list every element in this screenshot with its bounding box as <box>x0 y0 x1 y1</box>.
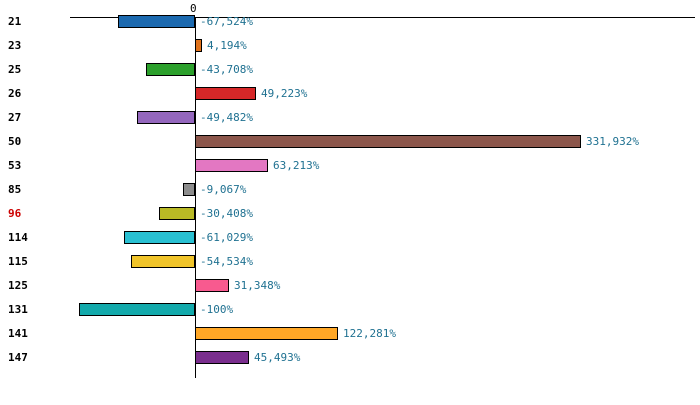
category-label: 125 <box>8 279 28 292</box>
value-label: -30,408% <box>200 207 253 220</box>
value-label: 331,932% <box>586 135 639 148</box>
category-label: 25 <box>8 63 22 76</box>
category-label: 50 <box>8 135 22 148</box>
category-label: 27 <box>8 111 22 124</box>
value-label: 49,223% <box>261 87 308 100</box>
category-label: 115 <box>8 255 28 268</box>
value-label: 31,348% <box>234 279 281 292</box>
bar-131 <box>79 303 195 316</box>
bar-125 <box>195 279 229 292</box>
value-label: -61,029% <box>200 231 253 244</box>
bar-23 <box>195 39 202 52</box>
x-axis-line <box>70 17 695 18</box>
category-label: 114 <box>8 231 28 244</box>
bar-141 <box>195 327 338 340</box>
bar-114 <box>124 231 195 244</box>
bar-27 <box>137 111 195 124</box>
category-label: 141 <box>8 327 28 340</box>
value-label: -49,482% <box>200 111 253 124</box>
value-label: -100% <box>200 303 234 316</box>
value-label: -43,708% <box>200 63 253 76</box>
category-label: 23 <box>8 39 22 52</box>
bar-115 <box>131 255 195 268</box>
category-label: 21 <box>8 15 22 28</box>
value-label: 122,281% <box>343 327 396 340</box>
category-label: 96 <box>8 207 22 220</box>
bar-26 <box>195 87 256 100</box>
bar-50 <box>195 135 581 148</box>
bar-25 <box>146 63 195 76</box>
value-label: 63,213% <box>273 159 320 172</box>
category-label: 131 <box>8 303 28 316</box>
bar-96 <box>159 207 195 220</box>
category-label: 53 <box>8 159 22 172</box>
category-label: 26 <box>8 87 22 100</box>
zero-tick-label: 0 <box>190 2 197 15</box>
value-label: -67,524% <box>200 15 253 28</box>
value-label: 4,194% <box>207 39 247 52</box>
category-label: 85 <box>8 183 22 196</box>
value-label: 45,493% <box>254 351 301 364</box>
category-label: 147 <box>8 351 28 364</box>
value-label: -54,534% <box>200 255 253 268</box>
bar-85 <box>183 183 195 196</box>
bar-53 <box>195 159 268 172</box>
bar-21 <box>118 15 195 28</box>
zero-axis-line <box>195 17 196 378</box>
bar-147 <box>195 351 249 364</box>
value-label: -9,067% <box>200 183 247 196</box>
